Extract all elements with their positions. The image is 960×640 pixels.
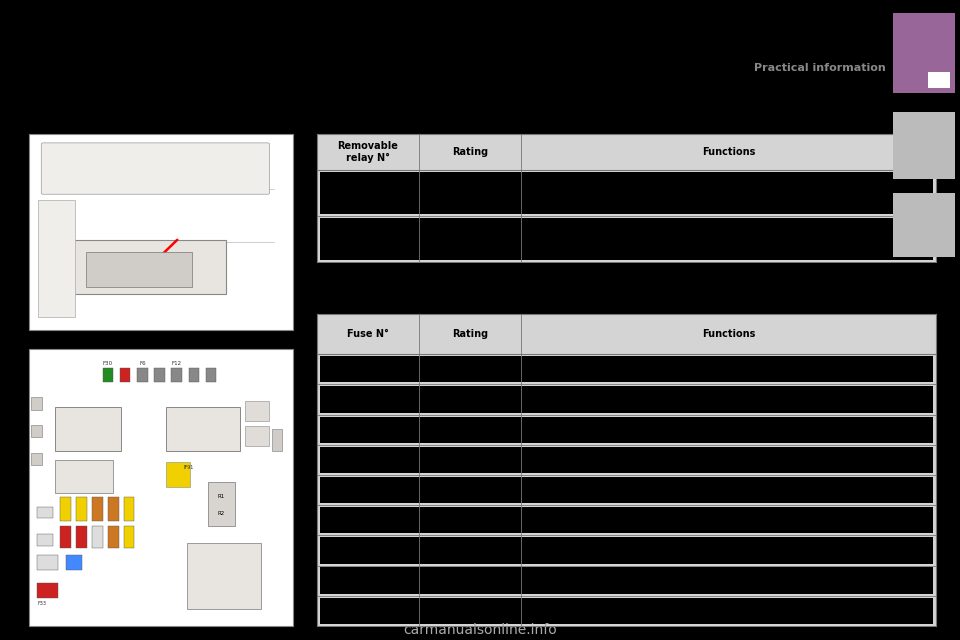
- Bar: [320, 417, 933, 443]
- Bar: [246, 426, 269, 446]
- Bar: [36, 507, 53, 518]
- Text: Removable
relay N°: Removable relay N°: [338, 141, 398, 163]
- Bar: [36, 583, 58, 598]
- Bar: [56, 407, 121, 451]
- Bar: [320, 537, 933, 564]
- Text: Practical information: Practical information: [755, 63, 886, 74]
- Bar: [36, 534, 53, 545]
- Text: F6: F6: [139, 362, 146, 367]
- Bar: [32, 397, 42, 410]
- Bar: [32, 452, 42, 465]
- Bar: [208, 482, 235, 526]
- Bar: [166, 407, 240, 451]
- Bar: [124, 526, 134, 548]
- Bar: [92, 497, 103, 520]
- Bar: [36, 556, 58, 570]
- Bar: [60, 497, 71, 520]
- Bar: [317, 314, 936, 626]
- Bar: [60, 526, 71, 548]
- Bar: [108, 497, 119, 520]
- Bar: [317, 134, 936, 262]
- Bar: [320, 356, 933, 383]
- Bar: [320, 447, 933, 473]
- Bar: [56, 460, 113, 493]
- Bar: [38, 200, 76, 317]
- Text: IF91: IF91: [183, 465, 194, 470]
- Bar: [187, 543, 261, 609]
- Text: Functions: Functions: [702, 329, 756, 339]
- Bar: [86, 252, 192, 287]
- Text: Rating: Rating: [452, 329, 488, 339]
- Bar: [124, 497, 134, 520]
- Bar: [188, 368, 199, 382]
- Bar: [272, 429, 282, 451]
- Text: Functions: Functions: [702, 147, 756, 157]
- Bar: [893, 193, 955, 257]
- Text: F30: F30: [103, 362, 113, 367]
- Bar: [103, 368, 113, 382]
- Bar: [320, 218, 933, 260]
- FancyBboxPatch shape: [41, 143, 270, 195]
- Bar: [320, 172, 933, 214]
- Bar: [320, 507, 933, 533]
- Bar: [77, 526, 86, 548]
- Text: Rating: Rating: [452, 147, 488, 157]
- Bar: [893, 112, 955, 179]
- Bar: [320, 387, 933, 413]
- Text: F12: F12: [172, 362, 181, 367]
- Bar: [137, 368, 148, 382]
- Bar: [172, 368, 182, 382]
- Bar: [32, 425, 42, 438]
- Bar: [77, 497, 86, 520]
- Text: R1: R1: [218, 495, 226, 499]
- Bar: [927, 72, 950, 88]
- Bar: [29, 349, 293, 626]
- Bar: [29, 134, 293, 330]
- Bar: [205, 368, 216, 382]
- Text: Fuse N°: Fuse N°: [347, 329, 389, 339]
- Bar: [166, 463, 190, 488]
- Text: R2: R2: [218, 511, 226, 516]
- Bar: [67, 240, 226, 294]
- Bar: [65, 556, 82, 570]
- Bar: [320, 598, 933, 624]
- Bar: [320, 477, 933, 503]
- Text: F33: F33: [37, 601, 46, 606]
- Bar: [893, 13, 955, 93]
- Bar: [120, 368, 131, 382]
- Bar: [320, 568, 933, 594]
- Bar: [92, 526, 103, 548]
- Bar: [246, 401, 269, 421]
- Bar: [155, 368, 165, 382]
- Bar: [108, 526, 119, 548]
- Text: carmanualsonline.info: carmanualsonline.info: [403, 623, 557, 637]
